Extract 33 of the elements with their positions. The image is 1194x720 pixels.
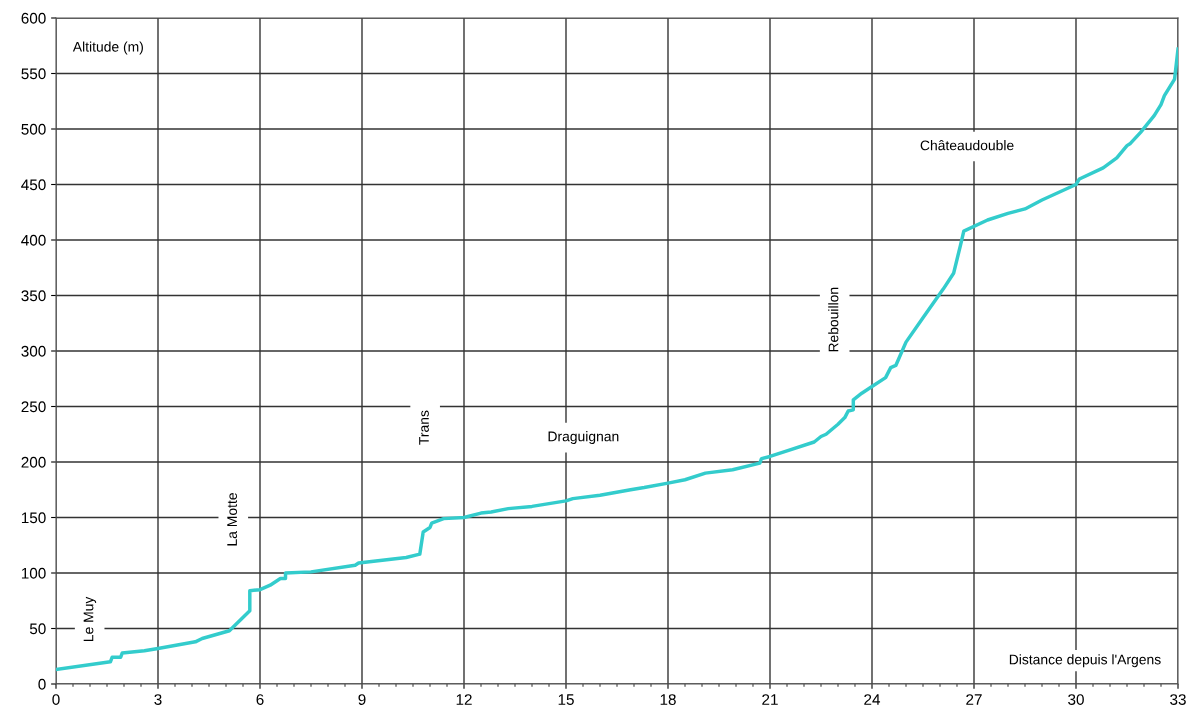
y-axis-title: Altitude (m) [72,41,143,55]
x-tick-label: 15 [558,694,574,705]
annotation: Châteaudouble [920,140,1014,151]
x-tick-label: 27 [966,694,982,705]
y-tick-label: 550 [21,68,46,80]
x-tick-label: 30 [1068,694,1084,705]
y-tick-label: 450 [21,179,46,191]
y-tick-label: 250 [21,401,46,413]
y-tick-label: 400 [21,234,46,246]
y-tick-label: 350 [21,290,46,302]
x-tick-label: 18 [660,694,676,705]
y-tick-label: 500 [21,123,46,135]
x-tick-label: 3 [154,694,162,705]
y-tick-label: 100 [21,567,46,579]
annotation: Le Muy [83,596,97,642]
x-tick-label: 0 [52,694,60,705]
x-tick-label: 12 [456,694,472,705]
y-tick-label: 300 [21,345,46,357]
y-tick-label: 200 [21,456,46,468]
y-tick-label: 150 [21,512,46,524]
y-tick-label: 50 [29,623,46,635]
y-tick-label: 0 [38,678,46,690]
x-tick-label: 6 [256,694,264,705]
annotation: Rebouillon [828,287,839,352]
annotation: Trans [419,410,429,445]
x-tick-label: 9 [358,694,366,705]
x-tick-label: 21 [762,694,778,705]
annotation: Draguignan [548,431,619,445]
y-tick-label: 600 [21,12,46,24]
x-axis-title: Distance depuis l'Argens [1009,654,1161,668]
x-tick-label: 24 [864,694,881,705]
x-tick-label: 33 [1170,694,1186,705]
annotation: La Motte [227,493,237,546]
